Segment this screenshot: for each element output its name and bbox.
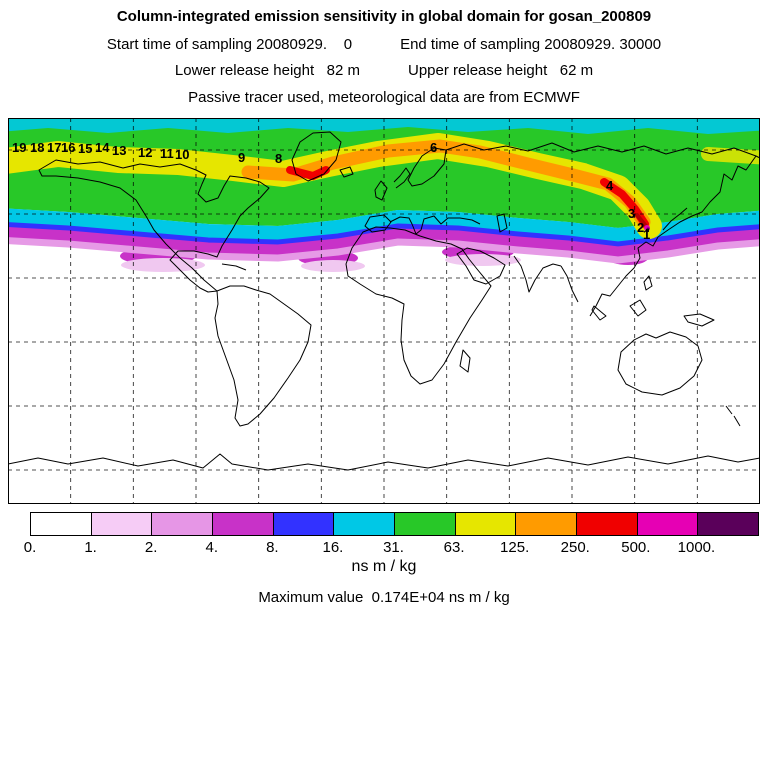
coastline-britain (374, 180, 388, 201)
trajectory-day-label: 11 (160, 146, 174, 161)
sampling-times-row: Start time of sampling 20080929. 0 End t… (0, 36, 768, 53)
colorbar-tick: 1000. (677, 539, 716, 556)
coastline-antarctica (7, 453, 761, 471)
map-plot: 19 18 17 16 15 14 13 12 11 10 9 8 6 4 3 … (0, 108, 768, 504)
trajectory-day-label: 10 (175, 147, 189, 162)
emission-plume (0, 133, 768, 239)
coastline-philippines (643, 275, 653, 291)
colorbar-tick: 2. (144, 539, 158, 556)
release-heights-row: Lower release height 82 m Upper release … (0, 62, 768, 79)
field-pale-blob (301, 260, 365, 272)
trajectory-day-label: 3 (628, 206, 635, 221)
colorbar-tick: 63. (443, 539, 465, 556)
coastline-arabia (456, 247, 506, 285)
trajectory-day-label: 9 (238, 150, 245, 165)
colorbar-cell (636, 513, 698, 535)
colorbar-cell (515, 513, 577, 535)
coastline-africa (345, 226, 492, 385)
trajectory-day-label: 15 (78, 141, 92, 156)
coastline-japan (662, 207, 688, 231)
colorbar-cell (576, 513, 637, 535)
colorbar-tick: 31. (383, 539, 404, 556)
field-magenta-band (0, 226, 768, 258)
coastline-asia-east (589, 155, 757, 317)
coastline-greenland (291, 131, 342, 182)
trajectory-day-label: 6 (430, 140, 437, 155)
colorbar-tick: 500. (621, 539, 651, 556)
coastline-new-guinea (683, 313, 715, 327)
coastline-borneo (629, 299, 647, 317)
trajectory-day-label: 12 (138, 145, 152, 160)
coastline-north-america (38, 159, 270, 293)
trajectory-day-label: 18 (30, 140, 44, 155)
colorbar-tick: 4. (205, 539, 219, 556)
coastline-south-america (214, 285, 312, 427)
lower-release-label: Lower release height 82 m (174, 62, 360, 79)
coastline-europe-north (393, 167, 411, 189)
plume-red-atlantic (286, 166, 330, 181)
colorbar-tick: 125. (500, 539, 530, 556)
colorbar-units-label: ns m / kg (351, 558, 417, 575)
coastline-caspian (496, 213, 508, 233)
tracer-meteo-label: Passive tracer used, meteorological data… (188, 89, 580, 106)
colorbar-cell (394, 513, 455, 535)
coastline-india (513, 255, 562, 293)
colorbar-tick: 16. (322, 539, 344, 556)
colorbar-cell (151, 513, 213, 535)
map-frame (8, 118, 760, 504)
trajectory-day-label: 19 (12, 140, 26, 155)
trajectory-day-label: 2 (637, 220, 644, 235)
trajectory-day-label: 4 (606, 178, 614, 193)
plume-darkred-core (635, 213, 648, 228)
coastline-russia-north (445, 142, 761, 159)
end-time-label: End time of sampling 20080929. 30000 (400, 36, 662, 53)
colorbar-cell (333, 513, 395, 535)
coastline-scandinavia (407, 147, 447, 187)
colorbar-cell (212, 513, 273, 535)
max-value-label: Maximum value 0.174E+04 ns m / kg (258, 589, 510, 606)
trajectory-day-label: 14 (95, 140, 110, 155)
trajectory-day-label: 13 (112, 143, 126, 158)
coastline-sumatra (591, 305, 607, 321)
coastline-mediterranean (389, 215, 481, 235)
trajectory-labels: 19 18 17 16 15 14 13 12 11 10 9 8 6 4 3 … (12, 140, 650, 242)
coastline-madagascar (459, 349, 471, 373)
colorbar (30, 512, 759, 536)
field-blue-band (0, 221, 768, 249)
graticule (8, 118, 760, 504)
colorbar-tick: 1. (84, 539, 97, 556)
colorbar-tick-labels: 0. 1. 2. 4. 8. 16. 31. 63. 125. 250. 500… (24, 539, 757, 557)
coastline-australia (617, 331, 703, 396)
trajectory-day-label: 8 (275, 151, 282, 166)
colorbar-tick: 0. (23, 539, 37, 556)
colorbar-cell (31, 513, 91, 535)
colorbar-cell (697, 513, 759, 535)
world-map-svg: 19 18 17 16 15 14 13 12 11 10 9 8 6 4 3 … (0, 108, 768, 504)
coastline-cuba (221, 263, 247, 271)
trajectory-day-label: 17 (47, 140, 61, 155)
coastline-burma (560, 265, 579, 303)
coastline-iceland (339, 166, 354, 178)
upper-release-label: Upper release height 62 m (408, 62, 594, 79)
colorbar-tick: 8. (266, 539, 279, 556)
trajectory-day-label: 1 (643, 227, 650, 242)
field-lavender-band (0, 236, 768, 264)
coastlines (7, 131, 761, 471)
colorbar-cell (454, 513, 516, 535)
colorbar-cell (272, 513, 334, 535)
colorbar-cell (90, 513, 152, 535)
station-marker (646, 229, 649, 232)
figure-title: Column-integrated emission sensitivity i… (116, 8, 652, 25)
trajectory-day-label: 16 (61, 140, 75, 155)
start-time-label: Start time of sampling 20080929. 0 (106, 36, 353, 53)
coastline-new-zealand (725, 405, 741, 427)
colorbar-tick: 250. (560, 539, 590, 556)
